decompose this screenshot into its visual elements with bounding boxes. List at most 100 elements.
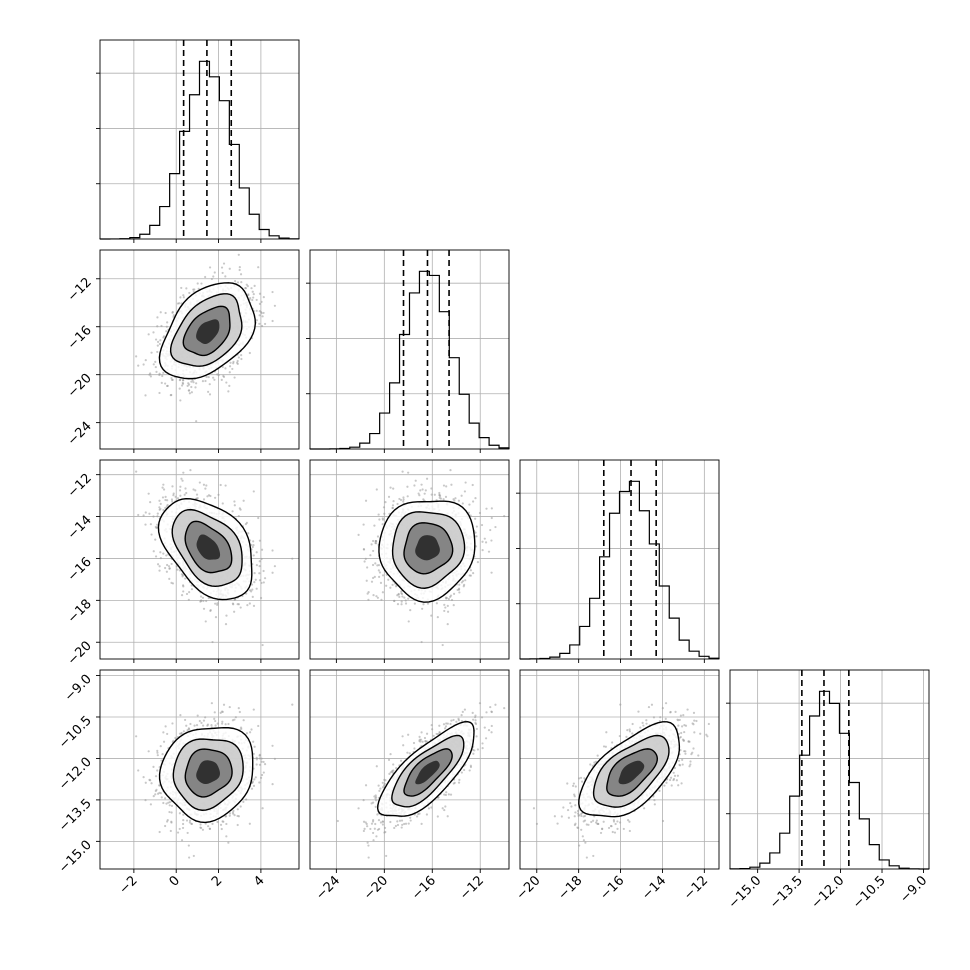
sample-point: [162, 335, 166, 338]
sample-point: [180, 286, 183, 290]
sample-point: [252, 740, 255, 743]
sample-point: [182, 294, 185, 297]
sample-point: [438, 496, 441, 499]
sample-point: [156, 749, 159, 752]
sample-point: [192, 288, 195, 291]
sample-point: [400, 592, 404, 596]
sample-point: [463, 490, 467, 493]
sample-point: [200, 282, 203, 285]
sample-point: [233, 279, 237, 283]
sample-point: [250, 583, 254, 586]
sample-point: [144, 781, 147, 784]
sample-point: [422, 603, 425, 606]
sample-point: [402, 498, 405, 501]
sample-point: [194, 386, 197, 389]
sample-point: [202, 498, 206, 501]
panel-content: [100, 670, 299, 869]
sample-point: [364, 557, 367, 561]
sample-point: [262, 581, 265, 584]
sample-point: [202, 719, 206, 722]
sample-point: [258, 757, 261, 760]
scatter-panel-2-1: [99, 249, 300, 450]
sample-point: [162, 508, 165, 512]
sample-point: [237, 253, 240, 256]
sample-point: [364, 499, 368, 502]
sample-point: [252, 554, 255, 557]
sample-point: [182, 378, 185, 382]
sample-point: [407, 597, 410, 600]
sample-point: [385, 584, 388, 587]
sample-point: [161, 753, 164, 756]
sample-point: [137, 364, 140, 367]
panel-frame: [519, 459, 720, 660]
sample-point: [258, 572, 261, 575]
sample-point: [421, 488, 424, 491]
sample-point: [158, 342, 161, 346]
sample-point: [190, 822, 193, 825]
sample-point: [217, 374, 220, 377]
sample-point: [154, 360, 157, 363]
sample-point: [224, 484, 227, 487]
sample-point: [472, 500, 475, 503]
sample-point: [156, 325, 159, 328]
panel-frame: [99, 39, 300, 240]
sample-point: [242, 499, 245, 502]
sample-point: [149, 803, 152, 806]
sample-point: [409, 609, 412, 612]
sample-point: [263, 322, 267, 326]
scatter-panel-4-1: [99, 669, 300, 870]
sample-point: [164, 506, 167, 510]
sample-point: [392, 487, 395, 490]
sample-point: [154, 338, 158, 341]
sample-point: [393, 599, 396, 602]
diag-panel-3: [516, 459, 720, 660]
sample-point: [135, 355, 138, 358]
sample-point: [394, 585, 398, 588]
sample-point: [377, 569, 380, 572]
sample-point: [236, 359, 239, 363]
sample-point: [254, 578, 257, 581]
sample-point: [366, 566, 369, 569]
sample-point: [162, 371, 165, 374]
sample-point: [391, 504, 395, 507]
sample-point: [148, 512, 151, 515]
sample-point: [262, 311, 265, 315]
sample-point: [216, 603, 219, 606]
sample-point: [158, 391, 161, 395]
sample-point: [192, 488, 195, 491]
sample-point: [154, 555, 158, 558]
sample-point: [376, 596, 379, 599]
sample-point: [406, 495, 409, 498]
sample-point: [251, 545, 254, 549]
sample-point: [380, 598, 383, 601]
sample-point: [464, 481, 467, 484]
sample-point: [221, 271, 224, 275]
sample-point: [407, 620, 410, 623]
sample-point: [258, 292, 262, 295]
sample-point: [369, 554, 372, 557]
sample-point: [236, 281, 240, 284]
sample-point: [216, 820, 219, 824]
histogram-4: [729, 690, 930, 870]
sample-point: [210, 277, 213, 281]
sample-point: [188, 389, 191, 392]
sample-point: [227, 390, 230, 393]
panel-content: [100, 460, 299, 659]
sample-point: [460, 494, 463, 497]
sample-point: [258, 754, 261, 757]
sample-point: [159, 551, 162, 554]
sample-point: [168, 567, 171, 570]
sample-point: [239, 606, 242, 609]
sample-point: [458, 583, 461, 586]
sample-point: [389, 586, 392, 589]
sample-point: [401, 470, 404, 473]
sample-point: [200, 826, 203, 830]
sample-point: [396, 594, 399, 597]
sample-point: [192, 381, 195, 384]
sample-point: [252, 708, 255, 711]
sample-point: [188, 591, 191, 594]
sample-point: [183, 493, 186, 496]
sample-point: [253, 581, 256, 584]
sample-point: [197, 287, 200, 290]
